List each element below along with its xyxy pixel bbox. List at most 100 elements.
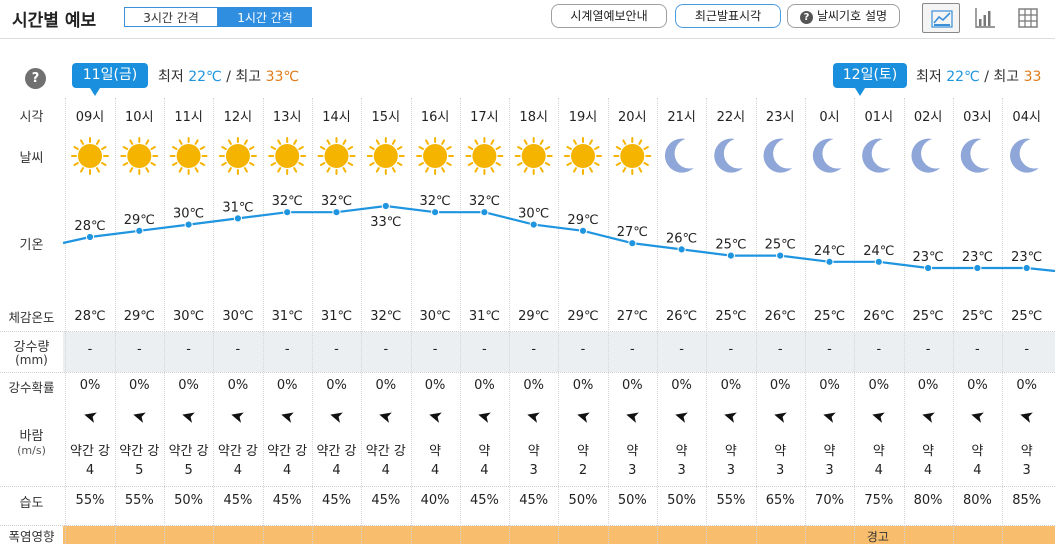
feels-like-value: 26℃ <box>764 309 796 324</box>
wind-speed-value: 5 <box>135 463 144 478</box>
wind-speed-value: 4 <box>85 463 95 478</box>
hour-label: 10시 <box>125 110 154 125</box>
day-header-11: 11일(금) <box>72 63 148 96</box>
hour-label: 15시 <box>371 110 401 125</box>
temperature-label: 32℃ <box>272 194 303 209</box>
recent-release-time-label: 최근발표시각 <box>694 9 762 23</box>
precip-value: - <box>235 342 241 357</box>
day-badge-pointer <box>90 88 100 96</box>
wind-speed-value: 4 <box>923 463 933 478</box>
moon-icon <box>664 138 694 173</box>
temperature-label: 30℃ <box>518 207 549 222</box>
day-badge: 11일(금) <box>72 63 148 88</box>
humidity-value: 80% <box>962 493 992 508</box>
wind-strength-label: 약간 강 <box>316 444 357 459</box>
temperature-point <box>431 208 440 217</box>
wind-strength-label: 약 <box>774 444 787 459</box>
wind-speed-value: 4 <box>283 463 292 478</box>
day-min-max-11: 최저 22℃ / 최고 33℃ <box>158 69 300 85</box>
row-label-weather: 날씨 <box>19 151 44 166</box>
precip-value: - <box>629 342 635 357</box>
hour-label: 14시 <box>322 110 351 125</box>
min-temp: 22℃ <box>946 69 980 85</box>
column-gridline <box>213 98 215 544</box>
wind-speed-value: 4 <box>381 463 390 478</box>
table-icon <box>1018 8 1038 28</box>
wind-speed-value: 3 <box>726 463 736 478</box>
column-gridline <box>607 98 609 544</box>
help-icon[interactable]: ? <box>25 68 46 89</box>
precip-value: - <box>186 342 191 357</box>
weather-symbol-help-button[interactable]: ? 날씨기호 설명 <box>787 4 900 28</box>
precip-prob-value: 0% <box>868 378 890 393</box>
wind-speed-value: 4 <box>430 463 440 478</box>
max-temp: 33 <box>1023 69 1042 85</box>
hour-label: 23시 <box>765 110 795 125</box>
precip-value: - <box>876 342 882 357</box>
humidity-value: 80% <box>913 493 943 508</box>
wind-strength-label: 약 <box>675 444 688 459</box>
precip-prob-value: 0% <box>720 378 742 393</box>
temperature-point <box>135 226 144 235</box>
row-label-precip-prob: 강수확률 <box>8 380 55 395</box>
column-gridline <box>755 98 757 544</box>
precip-value: - <box>925 342 931 357</box>
precip-value: - <box>777 342 783 357</box>
wind-strength-label: 약 <box>1020 444 1033 459</box>
precip-prob-value: 0% <box>227 378 249 393</box>
precip-value: - <box>679 342 684 357</box>
feels-like-value: 32℃ <box>370 309 402 324</box>
column-gridline <box>410 98 412 544</box>
timeseries-guide-button[interactable]: 시계열예보안내 <box>551 4 667 28</box>
weather-symbol-help-label: 날씨기호 설명 <box>816 9 888 23</box>
feels-like-value: 30℃ <box>173 309 205 324</box>
min-temp: 22℃ <box>188 69 222 85</box>
feels-like-value: 31℃ <box>320 309 353 324</box>
temperature-point <box>874 257 883 266</box>
row-label-humidity: 습도 <box>19 496 44 511</box>
sun-icon <box>317 137 356 175</box>
hour-label: 21시 <box>667 110 696 125</box>
sun-icon <box>465 137 504 175</box>
temperature-label: 24℃ <box>863 244 894 259</box>
precip-value: - <box>136 342 142 357</box>
row-label-precip: 강수량 <box>13 340 50 355</box>
wind-strength-label: 약간 강 <box>217 444 258 459</box>
temperature-point <box>85 232 95 242</box>
column-gridline <box>65 98 67 544</box>
feels-like-value: 31℃ <box>468 309 500 324</box>
wind-strength-label: 약 <box>823 444 836 459</box>
temperature-point <box>332 208 341 217</box>
recent-release-time-button[interactable]: 최근발표시각 <box>675 4 781 28</box>
column-gridline <box>262 98 264 544</box>
precip-prob-value: 0% <box>572 378 594 393</box>
wind-speed-value: 4 <box>973 463 982 478</box>
column-gridline <box>854 98 856 544</box>
sun-icon <box>71 137 109 175</box>
day-min-max-12: 최저 22℃ / 최고 33 <box>916 69 1042 85</box>
precip-prob-value: 0% <box>967 378 988 393</box>
tab-3-hour-interval[interactable]: 3시간 간격 <box>124 7 218 27</box>
tab-1-hour-interval[interactable]: 1시간 간격 <box>218 7 312 27</box>
wind-strength-label: 약간 강 <box>69 444 110 459</box>
column-gridline <box>459 98 461 544</box>
bar-chart-view-button[interactable] <box>966 3 1004 33</box>
moon-icon <box>714 138 743 173</box>
column-gridline <box>311 98 313 544</box>
column-gridline <box>657 98 658 544</box>
feels-like-value: 25℃ <box>1011 309 1043 324</box>
temperature-label: 32℃ <box>321 194 352 209</box>
moon-icon <box>960 138 990 173</box>
temperature-label: 32℃ <box>420 194 451 209</box>
moon-icon <box>812 138 842 173</box>
hour-label: 13시 <box>272 110 302 125</box>
line-chart-view-button[interactable] <box>922 3 960 33</box>
temperature-label: 29℃ <box>567 213 598 228</box>
wind-strength-label: 약간 강 <box>267 444 308 459</box>
precip-value: - <box>87 342 93 357</box>
temperature-point <box>480 208 489 217</box>
table-view-button[interactable] <box>1009 3 1047 33</box>
temperature-point <box>381 201 390 211</box>
sun-icon <box>613 137 652 175</box>
wind-speed-value: 3 <box>628 463 637 478</box>
